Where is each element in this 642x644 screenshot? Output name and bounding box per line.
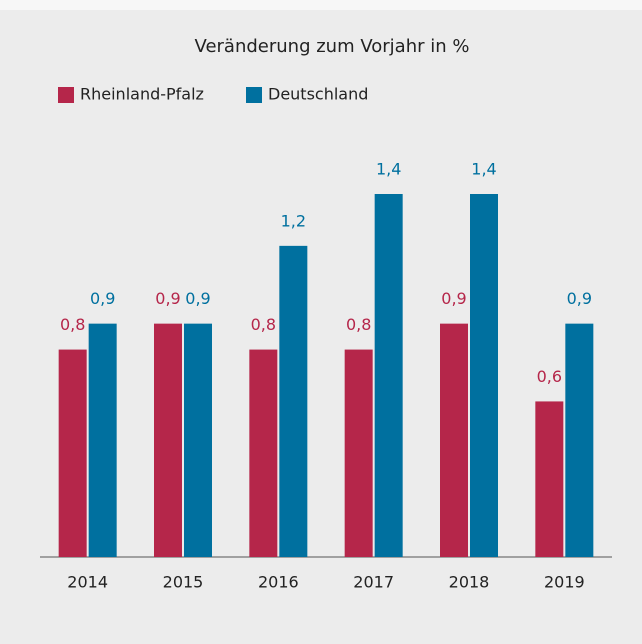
bar	[374, 194, 403, 557]
value-label: 0,9	[441, 289, 466, 308]
value-label: 0,8	[251, 315, 276, 334]
legend-swatch	[58, 87, 74, 103]
x-tick-label: 2019	[544, 573, 585, 592]
legend-label: Deutschland	[268, 85, 368, 104]
bar	[154, 323, 182, 557]
bar	[58, 349, 87, 557]
value-label: 1,4	[376, 160, 401, 179]
bar	[88, 323, 117, 557]
chart-title: Veränderung zum Vorjahr in %	[195, 36, 470, 57]
value-label: 0,9	[155, 289, 180, 308]
bar	[535, 401, 564, 557]
bar	[184, 323, 212, 557]
x-tick-label: 2016	[258, 573, 299, 592]
legend-swatch	[246, 87, 262, 103]
x-tick-label: 2018	[449, 573, 490, 592]
value-label: 1,4	[471, 160, 496, 179]
value-label: 0,8	[60, 315, 85, 334]
bar	[279, 245, 308, 557]
x-tick-label: 2017	[353, 573, 394, 592]
bar	[344, 349, 373, 557]
x-tick-label: 2015	[163, 573, 204, 592]
value-label: 0,9	[567, 289, 592, 308]
value-label: 0,6	[537, 367, 562, 386]
x-tick-label: 2014	[67, 573, 108, 592]
value-label: 0,9	[90, 289, 115, 308]
bar	[565, 323, 594, 557]
bar	[470, 194, 498, 557]
value-label: 0,8	[346, 315, 371, 334]
value-label: 0,9	[185, 289, 210, 308]
bar	[249, 349, 278, 557]
bar	[440, 323, 468, 557]
top-strip	[0, 0, 642, 10]
value-label: 1,2	[281, 211, 306, 230]
legend-label: Rheinland-Pfalz	[80, 85, 204, 104]
